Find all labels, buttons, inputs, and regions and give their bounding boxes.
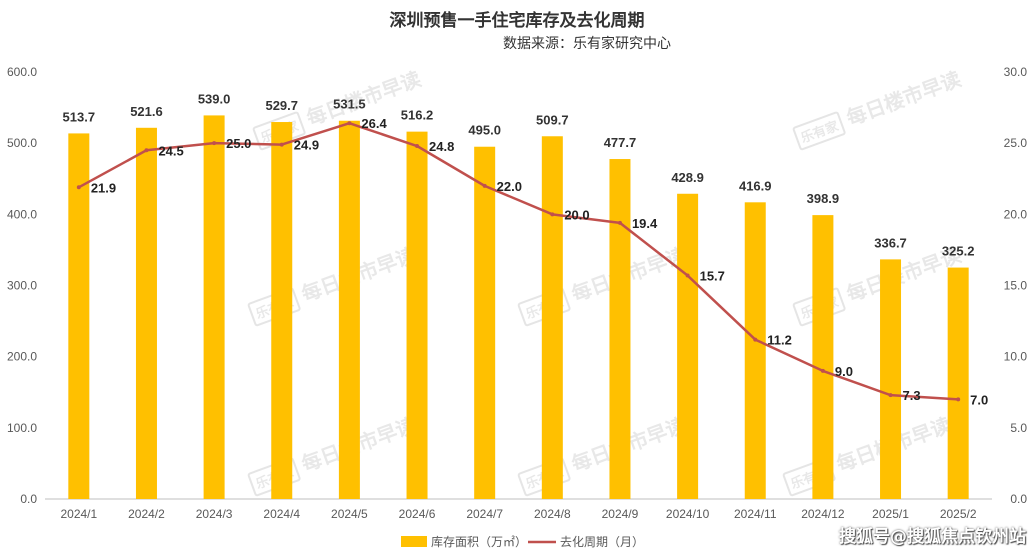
- left-axis-tick-label: 500.0: [7, 136, 37, 150]
- x-axis-tick-label: 2024/9: [602, 507, 639, 521]
- line-point: [144, 148, 149, 153]
- x-axis-tick-label: 2024/3: [196, 507, 233, 521]
- bar-value-label: 495.0: [468, 123, 501, 138]
- right-axis-tick-label: 15.0: [1004, 279, 1028, 293]
- line-value-label: 11.2: [767, 333, 792, 348]
- line-value-label: 7.3: [903, 388, 921, 403]
- bar-value-label: 513.7: [63, 109, 96, 124]
- line-point: [347, 121, 352, 126]
- bar: [271, 122, 293, 500]
- legend-label-line: 去化周期（月）: [560, 535, 644, 549]
- chart-subtitle: 数据来源：乐有家研究中心: [503, 36, 671, 52]
- left-axis-tick-label: 600.0: [7, 65, 37, 79]
- x-axis-tick-label: 2024/11: [734, 507, 777, 521]
- bar: [744, 202, 766, 500]
- line-value-label: 25.0: [226, 136, 251, 151]
- line-point: [482, 183, 487, 188]
- bar-value-label: 325.2: [942, 244, 975, 259]
- line-value-label: 19.4: [632, 216, 658, 231]
- line-value-label: 20.0: [564, 207, 589, 222]
- x-axis-tick-label: 2024/2: [128, 507, 165, 521]
- right-axis-tick-label: 25.0: [1004, 136, 1028, 150]
- line-point: [279, 142, 284, 147]
- bar: [609, 159, 631, 499]
- line-value-label: 7.0: [970, 392, 988, 407]
- x-axis-tick-label: 2024/6: [399, 507, 436, 521]
- line-point: [550, 212, 555, 217]
- bar: [68, 133, 90, 499]
- x-axis-tick-label: 2024/7: [466, 507, 503, 521]
- left-axis-tick-label: 200.0: [7, 350, 37, 364]
- legend-swatch-bar: [401, 536, 427, 547]
- bar-value-label: 428.9: [671, 170, 704, 185]
- bar-value-label: 416.9: [739, 178, 772, 193]
- x-axis-tick-label: 2025/2: [940, 507, 977, 521]
- bar: [541, 136, 563, 500]
- right-axis-tick-label: 30.0: [1004, 65, 1028, 79]
- right-axis-tick-label: 5.0: [1010, 421, 1027, 435]
- line-value-label: 24.9: [294, 138, 319, 153]
- line-point: [685, 273, 690, 278]
- bar-value-label: 521.6: [130, 104, 163, 119]
- line-value-label: 9.0: [835, 364, 853, 379]
- x-axis-tick-label: 2024/8: [534, 507, 571, 521]
- bar-value-label: 477.7: [604, 135, 637, 150]
- bar-value-label: 398.9: [807, 191, 840, 206]
- bar: [677, 193, 699, 499]
- line-value-label: 26.4: [361, 116, 387, 131]
- line-point: [753, 337, 758, 342]
- x-axis-tick-label: 2024/10: [666, 507, 710, 521]
- bar: [338, 120, 360, 499]
- x-axis-tick-label: 2025/1: [872, 507, 909, 521]
- bar: [135, 127, 157, 499]
- line-point: [888, 393, 893, 398]
- right-axis-tick-label: 10.0: [1004, 350, 1028, 364]
- bar: [947, 267, 969, 499]
- line-value-label: 24.8: [429, 139, 454, 154]
- left-axis-tick-label: 400.0: [7, 207, 37, 221]
- line-point: [956, 397, 961, 402]
- line-series: [78, 121, 959, 401]
- line-point: [76, 185, 81, 190]
- line-point: [617, 220, 622, 225]
- x-axis-tick-label: 2024/5: [331, 507, 368, 521]
- right-axis-tick-label: 20.0: [1004, 207, 1028, 221]
- bar: [812, 215, 834, 500]
- bar-value-label: 539.0: [198, 91, 231, 106]
- bar: [203, 115, 225, 499]
- x-axis-tick-label: 2024/4: [263, 507, 300, 521]
- bar-value-label: 509.7: [536, 112, 569, 127]
- line-value-label: 24.5: [158, 143, 183, 158]
- line-point: [212, 141, 217, 146]
- right-axis-tick-label: 0.0: [1010, 492, 1027, 506]
- source-tag: 搜狐号@搜狐焦点钦州站: [839, 527, 1026, 547]
- bar-value-label: 531.5: [333, 97, 366, 112]
- bar-value-label: 516.2: [401, 108, 434, 123]
- line-value-label: 21.9: [91, 180, 116, 195]
- chart-title: 深圳预售一手住宅库存及去化周期: [389, 11, 645, 31]
- line-point: [415, 144, 420, 149]
- left-axis-tick-label: 300.0: [7, 279, 37, 293]
- bar: [880, 259, 902, 499]
- x-axis-tick-label: 2024/1: [60, 507, 97, 521]
- x-axis-tick-label: 2024/12: [801, 507, 845, 521]
- line-point: [820, 368, 825, 373]
- bar: [474, 146, 496, 499]
- left-axis-tick-label: 100.0: [7, 421, 37, 435]
- left-axis-tick-label: 0.0: [20, 492, 37, 506]
- legend-label-bar: 库存面积（万㎡）: [431, 534, 527, 549]
- line-value-label: 22.0: [497, 179, 522, 194]
- bar-value-label: 336.7: [874, 235, 907, 250]
- bar: [406, 131, 428, 499]
- bar-value-label: 529.7: [265, 98, 298, 113]
- line-value-label: 15.7: [700, 269, 725, 284]
